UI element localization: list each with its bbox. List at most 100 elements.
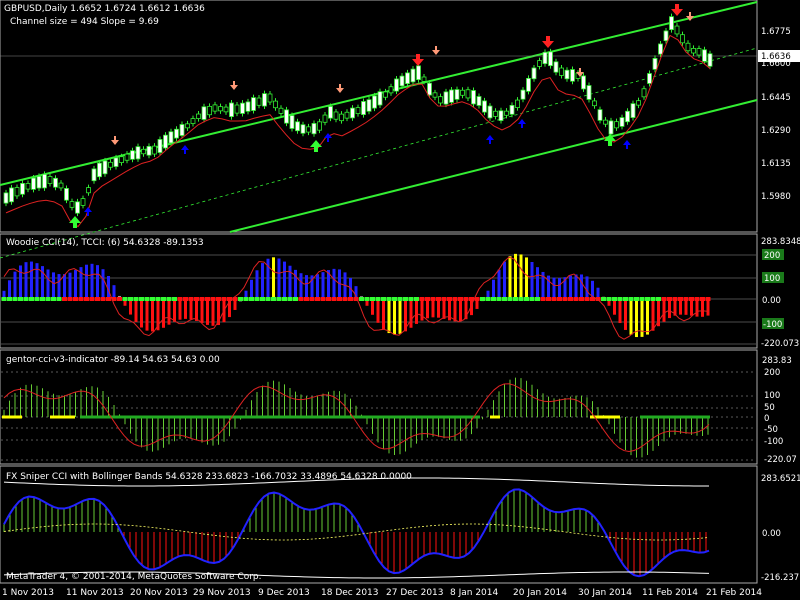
sniper-scale: 283.6521 0.00 -216.237: [761, 474, 800, 583]
candle-body: [548, 51, 553, 67]
candle-body: [421, 76, 427, 82]
woodie-zero-dot: [232, 297, 238, 301]
woodie-zero-dot: [392, 297, 397, 301]
moving-average-line: [5, 34, 711, 228]
candle-body: [9, 187, 14, 203]
buy-arrow-icon: [324, 133, 332, 142]
price-pane[interactable]: [0, 0, 758, 233]
candle-body: [311, 123, 317, 135]
woodie-zero-dot: [84, 297, 89, 301]
candle-body: [295, 121, 300, 132]
candle-body: [3, 192, 9, 204]
candle-body: [476, 96, 482, 106]
candle-body: [427, 82, 432, 96]
symbol-title: GBPUSD,Daily 1.6652 1.6724 1.6612 1.6636: [4, 4, 205, 14]
woodie-zero-dot: [62, 297, 67, 301]
candle-body: [350, 107, 355, 119]
date-tick-2: 11 Nov 2013: [66, 588, 124, 598]
woodie-zero-dot: [535, 297, 540, 301]
channel-info: Channel size = 494 Slope = 9.69: [10, 17, 159, 27]
price-tick-1: 1.6775: [761, 27, 791, 37]
candle-body: [619, 117, 625, 127]
sell-arrow-icon: [336, 84, 344, 93]
gentor-level-50: 50: [764, 403, 775, 413]
buy-arrow-icon: [623, 140, 631, 149]
woodie-zero-dot: [183, 297, 188, 301]
candle-body: [581, 75, 586, 90]
candle-body: [454, 89, 460, 100]
gentor-cci-histogram: [1, 371, 756, 461]
candle-body: [636, 100, 641, 106]
candle-body: [339, 113, 344, 122]
gentor-scale: 283.83 200 100 50 0 -50 -100 -220.07: [762, 356, 797, 465]
date-axis: 1 Nov 2013 11 Nov 2013 20 Nov 2013 29 No…: [2, 588, 762, 598]
woodie-zero-dot: [293, 297, 298, 301]
woodie-zero-dot: [678, 297, 683, 301]
woodie-zero-dot: [414, 297, 419, 301]
candle-body: [465, 89, 471, 99]
woodie-tcci-line: [3, 256, 710, 340]
buy-arrow-icon: [84, 207, 92, 216]
candle-body: [53, 177, 58, 188]
woodie-zero-dot: [56, 297, 62, 301]
woodie-zero-dot: [199, 297, 205, 301]
woodie-zero-dot: [645, 297, 650, 301]
candle-body: [130, 150, 135, 160]
candle-body: [493, 110, 498, 117]
woodie-zero-dot: [78, 297, 84, 301]
woodie-zero-dot: [436, 297, 441, 301]
woodie-zero-dot: [117, 297, 122, 301]
woodie-zero-dot: [447, 297, 452, 301]
woodie-zero-dot: [496, 297, 502, 301]
woodie-zero-dot: [359, 297, 364, 301]
woodie-zero-dot: [491, 297, 496, 301]
candle-body: [707, 53, 713, 67]
candle-body: [498, 110, 504, 121]
gentor-scale-min: -220.07: [764, 455, 797, 465]
woodie-zero-dot: [106, 297, 111, 301]
woodie-zero-dot: [568, 297, 573, 301]
woodie-zero-dot: [100, 297, 106, 301]
woodie-zero-dot: [287, 297, 293, 301]
candle-body: [460, 89, 465, 96]
candle-body: [317, 121, 322, 131]
sniper-cci-line: [3, 488, 710, 578]
date-tick-1: 1 Nov 2013: [2, 588, 54, 598]
woodie-zero-dot: [67, 297, 73, 301]
candle-body: [91, 168, 97, 182]
gentor-signal-line: [3, 383, 710, 452]
candle-body: [218, 106, 223, 112]
candle-body: [537, 60, 542, 67]
woodie-zero-dot: [623, 297, 628, 301]
woodie-zero-dot: [370, 297, 375, 301]
woodie-zero-dot: [425, 297, 430, 301]
candle-body: [179, 124, 185, 136]
woodie-zero-dot: [326, 297, 331, 301]
woodie-zero-dot: [441, 297, 447, 301]
woodie-level-0: 0.00: [762, 296, 781, 306]
candle-body: [223, 106, 229, 113]
candle-body: [614, 121, 619, 129]
woodie-zero-dot: [342, 297, 348, 301]
candle-body: [509, 104, 515, 115]
sell-arrow-icon: [111, 136, 119, 145]
woodie-zero-dot: [89, 297, 95, 301]
candle-body: [267, 93, 273, 103]
woodie-level-minus100-badge: [762, 318, 784, 329]
sniper-cci-pane[interactable]: [0, 465, 758, 584]
candle-body: [564, 69, 570, 80]
candle-body: [658, 43, 663, 55]
candle-body: [251, 97, 256, 111]
woodie-zero-dot: [205, 297, 210, 301]
woodie-zero-dot: [546, 297, 551, 301]
candle-body: [597, 109, 603, 121]
gentor-title: gentor-cci-v3-indicator -89.14 54.63 54.…: [6, 355, 220, 365]
woodie-zero-dot: [364, 297, 370, 301]
woodie-zero-dot: [606, 297, 612, 301]
woodie-level-100: 100: [764, 274, 780, 284]
date-tick-6: 18 Dec 2013: [321, 588, 379, 598]
woodie-zero-dot: [271, 297, 276, 301]
woodie-zero-dot: [122, 297, 128, 301]
woodie-zero-dot: [243, 297, 249, 301]
